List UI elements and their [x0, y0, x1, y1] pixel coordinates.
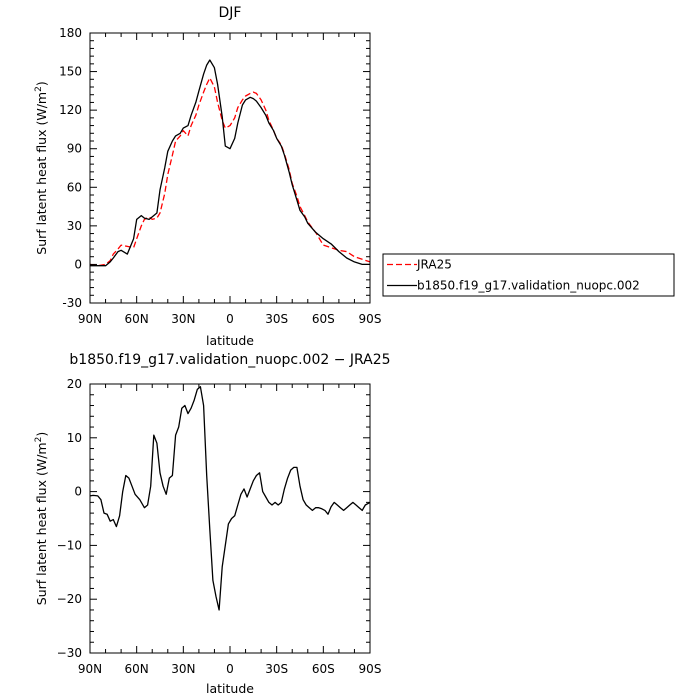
- y-tick-label: 0: [74, 485, 82, 499]
- y-tick-label: 180: [59, 26, 82, 40]
- y-tick-label: 60: [67, 180, 82, 194]
- series-line-b1850-f19-g17-validation-nuopc-002: [90, 59, 370, 267]
- y-tick-label: −30: [57, 646, 82, 660]
- panel-1: DJF -30 0 30 60 90 120 150 180 90N 60N 30N 0 30S 60S 90…: [34, 5, 381, 348]
- x-tick-label: 0: [226, 662, 234, 676]
- legend: JRA25 b1850.f19_g17.validation_nuopc.002: [382, 253, 675, 297]
- plot-frame: [89, 383, 371, 654]
- x-tick-label: 60N: [125, 662, 149, 676]
- legend-entry: JRA25: [416, 258, 452, 272]
- x-tick-label: 90N: [78, 312, 102, 326]
- panel-title: b1850.f19_g17.validation_nuopc.002 − JRA…: [69, 352, 390, 368]
- y-tick-label: 120: [59, 103, 82, 117]
- series-line-difference: [89, 386, 371, 611]
- x-tick-label: 60S: [312, 662, 335, 676]
- x-tick-label: 30S: [265, 312, 288, 326]
- y-tick-label: -30: [62, 296, 82, 310]
- x-tick-label: 90N: [78, 662, 102, 676]
- x-axis-label: latitude: [206, 333, 254, 348]
- x-tick-label: 90S: [359, 662, 382, 676]
- y-tick-label: 0: [74, 257, 82, 271]
- legend-box: [382, 253, 675, 297]
- y-tick-label: 20: [67, 377, 82, 391]
- legend-entry: b1850.f19_g17.validation_nuopc.002: [417, 279, 640, 293]
- y-tick-label: 90: [67, 142, 82, 156]
- y-axis-label: Surf latent heat flux (W/m2): [34, 81, 49, 254]
- x-tick-label: 60S: [312, 312, 335, 326]
- y-tick-label: 10: [67, 431, 82, 445]
- y-axis-label: Surf latent heat flux (W/m2): [34, 432, 49, 605]
- x-tick-label: 90S: [359, 312, 382, 326]
- y-tick-label: 30: [67, 219, 82, 233]
- x-tick-label: 30N: [171, 312, 195, 326]
- panel-title: DJF: [219, 5, 242, 21]
- series-line-jra25: [89, 77, 371, 267]
- y-tick-label: 150: [59, 65, 82, 79]
- x-tick-label: 0: [226, 312, 234, 326]
- panel-2: b1850.f19_g17.validation_nuopc.002 − JRA…: [34, 352, 391, 696]
- x-tick-label: 60N: [125, 312, 149, 326]
- x-tick-label: 30S: [265, 662, 288, 676]
- x-tick-label: 30N: [171, 662, 195, 676]
- y-tick-label: −20: [57, 592, 82, 606]
- plot-frame: [89, 32, 371, 304]
- x-axis-label: latitude: [206, 681, 254, 696]
- y-tick-label: −10: [57, 538, 82, 552]
